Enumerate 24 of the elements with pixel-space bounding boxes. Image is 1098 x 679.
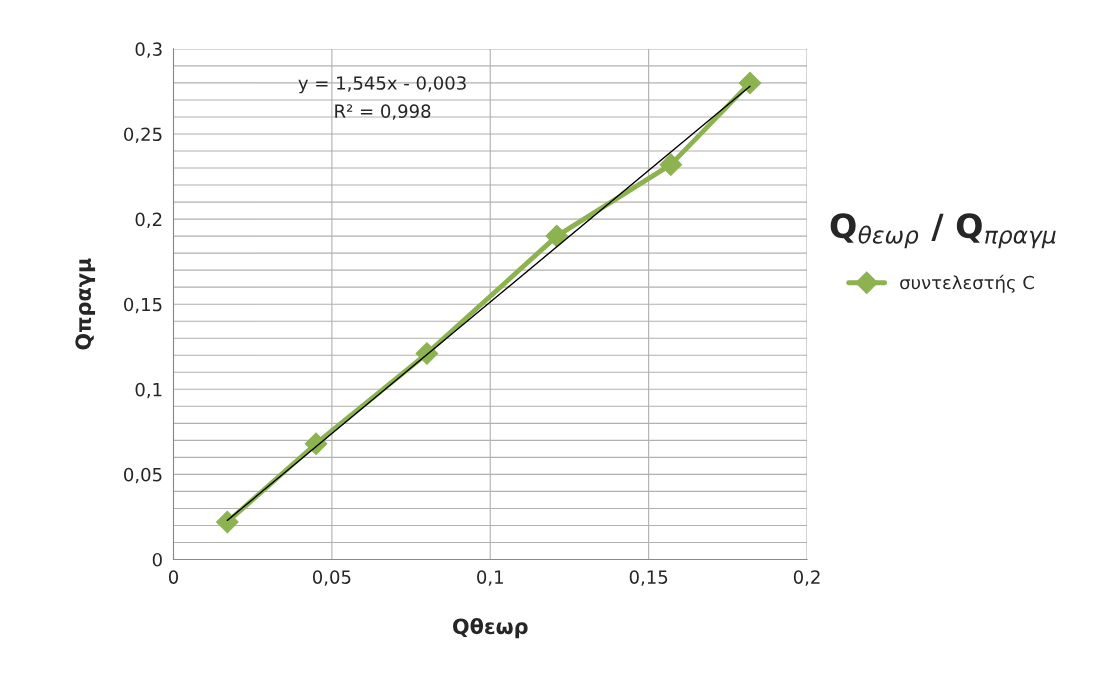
point xyxy=(545,224,569,248)
y-tick-label: 0,05 xyxy=(124,467,162,484)
y-tick-label: 0,1 xyxy=(135,382,162,399)
y-tick-label: 0,15 xyxy=(124,297,162,314)
point xyxy=(415,342,439,365)
x-tick-label: 0,2 xyxy=(793,570,820,586)
x-tick-label: 0,1 xyxy=(477,570,503,586)
y-tick-label: 0 xyxy=(152,552,162,567)
x-axis-title: Qθεωρ xyxy=(452,617,528,639)
point xyxy=(304,432,328,456)
x-tick-label: 0,05 xyxy=(312,570,351,586)
point xyxy=(659,153,683,176)
x-tick-label: 0,15 xyxy=(629,570,668,586)
y-axis-title: Qπραγμ xyxy=(75,258,96,350)
annotation: R² = 0,998 xyxy=(335,104,431,120)
y-tick-label: 0,25 xyxy=(124,127,162,143)
y-tick-label: 0,2 xyxy=(135,212,162,229)
point xyxy=(216,510,239,534)
point xyxy=(738,71,762,95)
x-tick-label: 0 xyxy=(168,570,179,584)
text: Q$_{θεωρ}$ / Q$_{πραγμ}$ xyxy=(830,213,1056,249)
y-tick-label: 0,3 xyxy=(135,42,162,58)
legend-label: συντελεστής C xyxy=(900,274,1034,293)
annotation: y = 1,545x - 0,003 xyxy=(298,76,466,94)
